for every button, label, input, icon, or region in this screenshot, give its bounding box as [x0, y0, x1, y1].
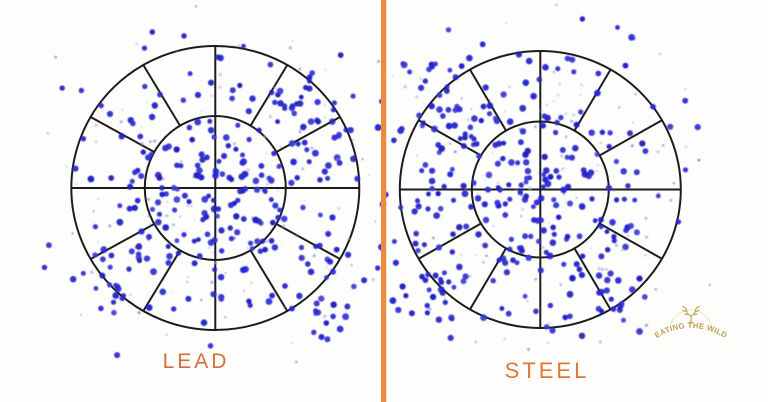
svg-text:STEEL: STEEL	[505, 358, 590, 383]
svg-text:LEAD: LEAD	[163, 350, 230, 373]
